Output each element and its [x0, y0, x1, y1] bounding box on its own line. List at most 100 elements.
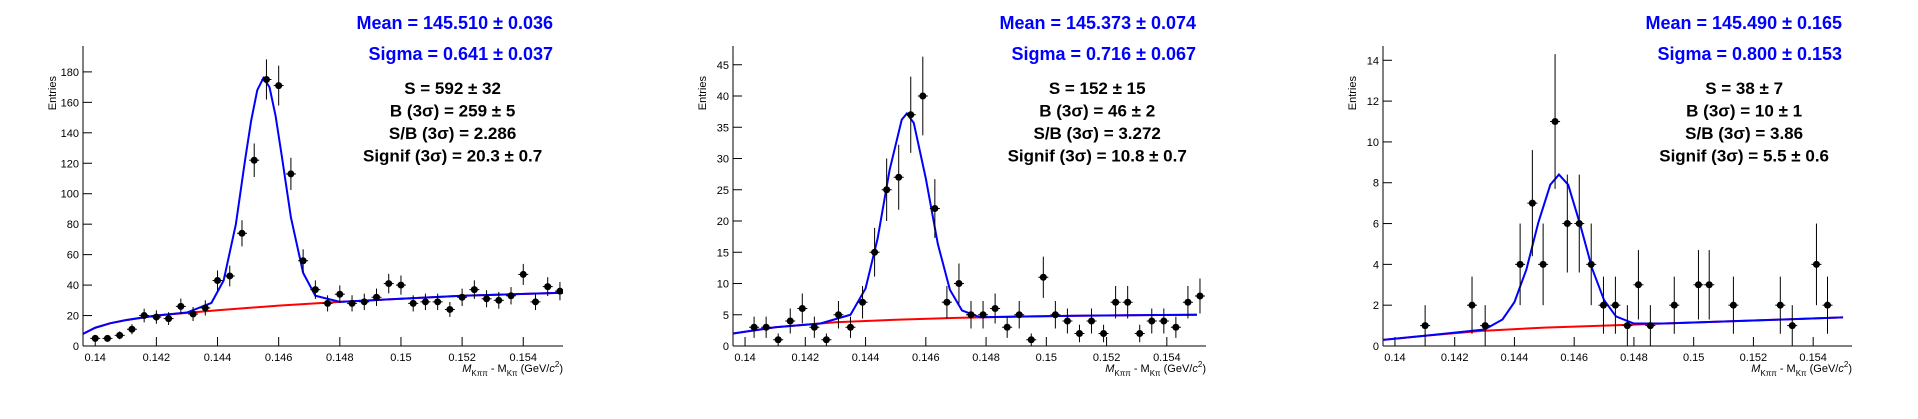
- x-tick-label: 0.144: [852, 352, 880, 364]
- y-tick-label: 4: [1373, 259, 1379, 271]
- data-point: [1148, 317, 1156, 325]
- data-point: [409, 299, 417, 307]
- x-axis-label-part: (GeV/: [1807, 363, 1840, 375]
- data-point: [1646, 322, 1654, 330]
- data-point: [201, 304, 209, 312]
- data-point: [373, 293, 381, 301]
- x-axis-label-part: Kππ: [471, 369, 488, 378]
- x-tick-label: 0.144: [1501, 352, 1529, 364]
- data-point: [140, 312, 148, 320]
- x-axis-label-part: ): [559, 363, 563, 375]
- data-point: [1824, 301, 1832, 309]
- data-point: [798, 305, 806, 312]
- data-point: [991, 305, 999, 312]
- x-tick-label: 0.144: [204, 352, 232, 364]
- x-axis-label-part: Kπ: [507, 369, 518, 378]
- x-tick-label: 0.14: [85, 352, 106, 364]
- fit-annotation: S = 152 ± 15: [1049, 79, 1146, 98]
- data-point: [250, 156, 258, 164]
- data-point: [103, 334, 111, 342]
- fit-header: Sigma = 0.800 ± 0.153: [1658, 44, 1843, 64]
- data-point: [859, 298, 867, 306]
- y-tick-label: 40: [67, 280, 79, 292]
- x-tick-label: 0.152: [1093, 352, 1121, 364]
- y-tick-label: 15: [717, 247, 729, 259]
- data-point: [299, 257, 307, 265]
- x-axis-label-part: - M: [488, 363, 507, 375]
- data-point: [165, 315, 173, 323]
- fit-curve: [1383, 173, 1844, 341]
- y-tick-label: 60: [67, 250, 79, 262]
- data-point: [1051, 311, 1059, 319]
- data-point: [226, 272, 234, 280]
- x-tick-label: 0.148: [972, 352, 1000, 364]
- x-tick-label: 0.15: [1036, 352, 1057, 364]
- data-point: [1184, 298, 1192, 306]
- data-point: [262, 76, 270, 84]
- data-point: [1599, 301, 1607, 309]
- y-tick-label: 25: [717, 185, 729, 197]
- fit-annotation: S/B (3σ) = 3.272: [1034, 124, 1161, 143]
- fit-header: Sigma = 0.641 ± 0.037: [369, 44, 554, 64]
- x-tick-label: 0.154: [1153, 352, 1181, 364]
- x-axis-label-part: M: [462, 363, 472, 375]
- y-tick-label: 0: [73, 341, 79, 353]
- y-tick-label: 45: [717, 60, 729, 72]
- data-point: [152, 313, 160, 321]
- data-point: [1634, 281, 1642, 289]
- x-axis-label-part: (GeV/: [518, 363, 551, 375]
- y-tick-label: 80: [67, 219, 79, 231]
- x-axis-label-part: 2: [1844, 360, 1849, 369]
- x-tick-label: 0.148: [326, 352, 354, 364]
- panel: 0 2 4 6 8 10 12 14 0.14 0.142 0.144 0.146 0.148 0.15 0…: [1347, 13, 1852, 378]
- data-point: [1481, 322, 1489, 330]
- data-point: [931, 205, 939, 212]
- y-tick-label: 100: [61, 189, 79, 201]
- x-tick-label: 0.142: [143, 352, 171, 364]
- data-point: [919, 92, 927, 100]
- data-point: [238, 229, 246, 237]
- data-point: [470, 286, 478, 294]
- data-point: [871, 248, 879, 256]
- x-axis-label-part: Kππ: [1114, 369, 1131, 378]
- x-axis-label-part: Kππ: [1760, 369, 1777, 378]
- data-point: [287, 170, 295, 178]
- data-point: [1172, 323, 1180, 331]
- fit-annotation: S = 592 ± 32: [404, 79, 501, 98]
- data-point: [519, 270, 527, 278]
- x-axis-label: MKππ - MKπ (GeV/c2): [462, 360, 563, 378]
- data-point: [1015, 311, 1023, 319]
- data-point: [434, 298, 442, 306]
- panel: 0 5 10 15 20 25 30 35 40 45 0.14 0.142 0.144 0.146 0.1…: [697, 13, 1206, 378]
- data-point: [955, 280, 963, 287]
- y-tick-label: 12: [1367, 96, 1379, 108]
- data-point: [786, 317, 794, 325]
- y-tick-label: 14: [1367, 55, 1379, 67]
- data-point: [507, 292, 515, 300]
- data-point: [1812, 260, 1820, 268]
- data-point: [895, 173, 903, 181]
- data-point: [1729, 301, 1737, 309]
- data-point: [1611, 301, 1619, 309]
- data-point: [822, 336, 830, 344]
- x-axis-label-part: (GeV/: [1161, 363, 1194, 375]
- fit-curve: [1383, 316, 1844, 341]
- data-point: [1694, 281, 1702, 289]
- y-tick-label: 160: [61, 97, 79, 109]
- fit-annotation: S = 38 ± 7: [1705, 79, 1783, 98]
- y-tick-label: 0: [1373, 341, 1379, 353]
- x-tick-label: 0.146: [265, 352, 293, 364]
- data-point: [1160, 317, 1168, 325]
- data-point: [1136, 330, 1144, 337]
- data-point: [214, 277, 222, 285]
- data-point: [834, 311, 842, 319]
- data-point: [1100, 330, 1108, 337]
- y-tick-label: 35: [717, 122, 729, 134]
- plot-area: [1383, 54, 1844, 346]
- x-tick-label: 0.146: [912, 352, 940, 364]
- y-tick-label: 140: [61, 128, 79, 140]
- fit-annotation: S/B (3σ) = 2.286: [389, 124, 516, 143]
- x-tick-label: 0.14: [734, 352, 755, 364]
- data-point: [762, 323, 770, 331]
- data-point: [1563, 220, 1571, 228]
